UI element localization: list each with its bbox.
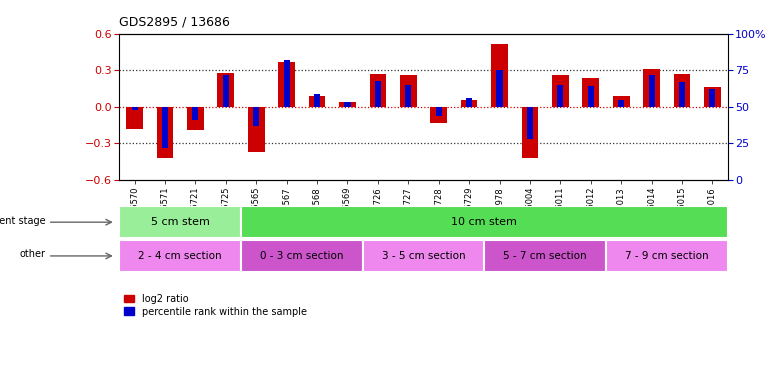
Bar [119,206,241,238]
Bar [314,94,320,107]
Bar [363,240,484,272]
Bar [156,107,173,158]
Text: GDS2895 / 13686: GDS2895 / 13686 [119,15,230,28]
Bar [674,74,691,107]
Text: 10 cm stem: 10 cm stem [451,217,517,227]
Bar [643,69,660,107]
Text: 7 - 9 cm section: 7 - 9 cm section [625,251,708,261]
Bar [460,100,477,107]
Bar [370,74,387,107]
Bar [278,62,295,107]
Bar [375,81,381,107]
Bar [119,240,241,272]
Bar [430,107,447,123]
Bar [132,107,138,110]
Bar [484,240,606,272]
Bar [466,98,472,107]
Text: 3 - 5 cm section: 3 - 5 cm section [382,251,465,261]
Bar [436,107,442,116]
Bar [557,85,564,107]
Bar [679,82,685,107]
Bar [339,102,356,107]
Bar [344,102,350,107]
Bar [491,44,508,107]
Bar [497,70,503,107]
Bar [588,86,594,107]
Bar [521,107,538,158]
Bar [648,75,654,107]
Bar [248,107,265,152]
Bar [162,107,168,148]
Bar [405,85,411,107]
Text: 5 - 7 cm section: 5 - 7 cm section [504,251,587,261]
Bar [253,107,259,126]
Bar [241,206,728,238]
Bar [582,78,599,107]
Bar [606,240,728,272]
Bar [618,100,624,107]
Bar [217,73,234,107]
Text: 5 cm stem: 5 cm stem [151,217,209,227]
Text: 2 - 4 cm section: 2 - 4 cm section [139,251,222,261]
Bar [192,107,199,120]
Bar [187,107,204,130]
Bar [126,107,143,129]
Text: development stage: development stage [0,216,45,226]
Bar [223,75,229,107]
Legend: log2 ratio, percentile rank within the sample: log2 ratio, percentile rank within the s… [124,294,306,316]
Bar [241,240,363,272]
Bar [552,75,569,107]
Bar [613,96,630,107]
Text: other: other [19,249,45,259]
Text: 0 - 3 cm section: 0 - 3 cm section [260,251,343,261]
Bar [309,96,326,107]
Bar [704,87,721,107]
Bar [709,89,715,107]
Bar [400,75,417,107]
Bar [283,60,290,107]
Bar [527,107,533,139]
